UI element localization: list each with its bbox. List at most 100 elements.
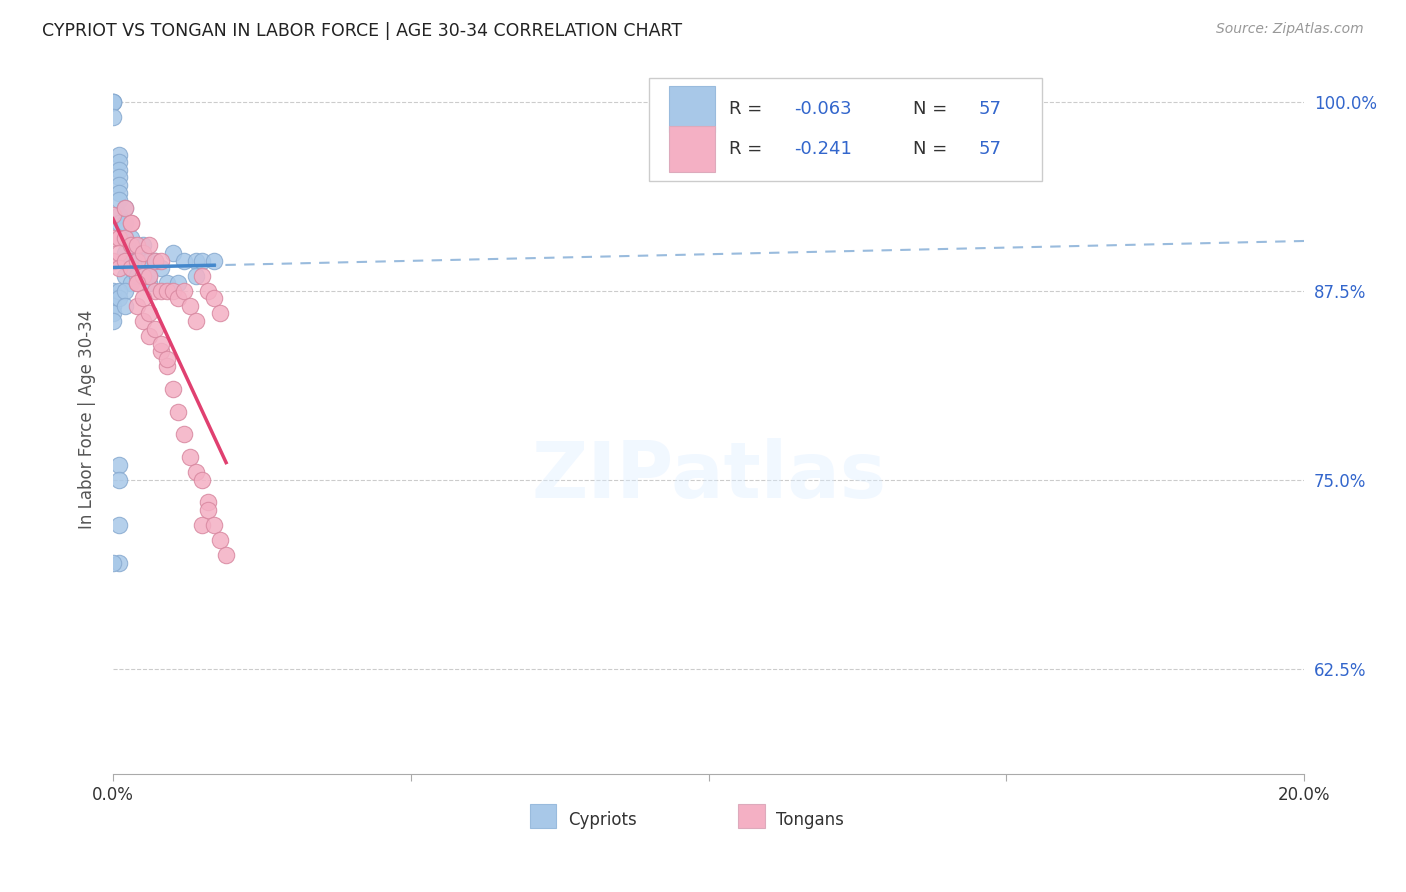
Point xyxy=(114,299,136,313)
Point xyxy=(149,253,172,268)
Point xyxy=(108,284,131,298)
Text: N =: N = xyxy=(914,140,953,158)
Point xyxy=(149,344,172,359)
Point xyxy=(114,253,136,268)
Point xyxy=(197,503,219,517)
Point xyxy=(167,291,190,305)
Point xyxy=(138,306,160,320)
Point xyxy=(108,246,131,260)
Point xyxy=(101,556,124,570)
Point xyxy=(125,268,148,283)
Point xyxy=(125,246,148,260)
Text: N =: N = xyxy=(914,100,953,118)
Point xyxy=(143,284,166,298)
Point xyxy=(120,231,142,245)
Point xyxy=(114,216,136,230)
Point xyxy=(155,359,177,374)
Point xyxy=(149,284,172,298)
Point xyxy=(132,261,155,276)
Point xyxy=(202,291,225,305)
Text: ZIPatlas: ZIPatlas xyxy=(531,438,886,514)
Y-axis label: In Labor Force | Age 30-34: In Labor Force | Age 30-34 xyxy=(79,310,96,529)
Point xyxy=(155,351,177,366)
Point xyxy=(149,261,172,276)
Point xyxy=(114,268,136,283)
Point xyxy=(155,284,177,298)
Point xyxy=(114,253,136,268)
Point xyxy=(138,238,160,252)
Point xyxy=(108,518,131,533)
Point xyxy=(120,238,142,252)
Point xyxy=(132,268,155,283)
Text: -0.063: -0.063 xyxy=(794,100,852,118)
Point xyxy=(101,314,124,328)
Point xyxy=(114,284,136,298)
Text: Source: ZipAtlas.com: Source: ZipAtlas.com xyxy=(1216,22,1364,37)
Point xyxy=(101,231,124,245)
Point xyxy=(132,238,155,252)
Point xyxy=(125,276,148,290)
Point xyxy=(114,231,136,245)
Point xyxy=(191,518,214,533)
Point xyxy=(120,216,142,230)
Point xyxy=(209,306,232,320)
Point xyxy=(108,178,131,192)
Point xyxy=(125,238,148,252)
Point xyxy=(186,253,208,268)
Point xyxy=(108,216,131,230)
Point xyxy=(114,201,136,215)
Point xyxy=(209,533,232,547)
Point xyxy=(138,329,160,343)
Point xyxy=(138,276,160,290)
Point xyxy=(143,321,166,335)
Point xyxy=(197,284,219,298)
Bar xyxy=(669,86,714,132)
Text: Tongans: Tongans xyxy=(776,812,845,830)
Text: 57: 57 xyxy=(979,140,1002,158)
Point xyxy=(101,110,124,124)
Point xyxy=(108,458,131,472)
Point xyxy=(167,404,190,418)
Point xyxy=(132,291,155,305)
Point xyxy=(191,268,214,283)
Point xyxy=(125,253,148,268)
Point xyxy=(202,253,225,268)
Point xyxy=(108,473,131,487)
Point xyxy=(173,427,195,442)
Point xyxy=(197,495,219,509)
Point xyxy=(108,170,131,185)
Point xyxy=(114,231,136,245)
Point xyxy=(120,216,142,230)
Point xyxy=(143,253,166,268)
Point xyxy=(125,276,148,290)
Point xyxy=(101,284,124,298)
Bar xyxy=(669,126,714,172)
Point xyxy=(120,261,142,276)
Point xyxy=(108,556,131,570)
Point xyxy=(202,518,225,533)
Point xyxy=(101,95,124,109)
Point xyxy=(101,306,124,320)
Point xyxy=(120,238,142,252)
Point xyxy=(132,246,155,260)
Point xyxy=(108,261,131,276)
Bar xyxy=(530,804,557,829)
Point xyxy=(108,193,131,207)
Point xyxy=(108,155,131,169)
Text: -0.241: -0.241 xyxy=(794,140,852,158)
Point xyxy=(191,253,214,268)
Text: 57: 57 xyxy=(979,100,1002,118)
Point xyxy=(108,186,131,200)
Text: R =: R = xyxy=(728,140,768,158)
Point xyxy=(179,299,201,313)
Point xyxy=(138,268,160,283)
Text: CYPRIOT VS TONGAN IN LABOR FORCE | AGE 30-34 CORRELATION CHART: CYPRIOT VS TONGAN IN LABOR FORCE | AGE 3… xyxy=(42,22,682,40)
Point xyxy=(114,246,136,260)
Point xyxy=(108,231,131,245)
Point xyxy=(179,450,201,464)
Point xyxy=(186,314,208,328)
Text: R =: R = xyxy=(728,100,768,118)
Point xyxy=(108,162,131,177)
Point xyxy=(101,299,124,313)
Point xyxy=(167,276,190,290)
